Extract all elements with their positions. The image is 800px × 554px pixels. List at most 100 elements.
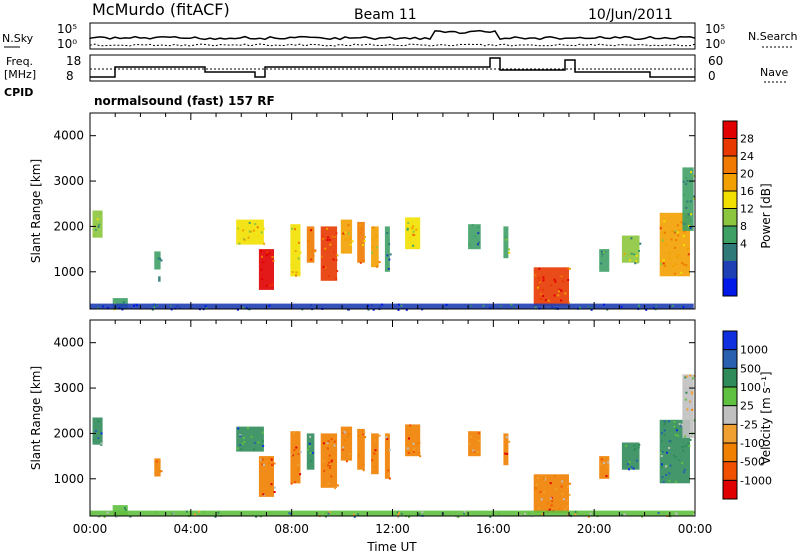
power-speckle (268, 284, 271, 287)
power-colorbar-tick-label-2: 20 (740, 168, 754, 181)
velocity-speckle (549, 497, 552, 500)
velocity-speckle (684, 445, 687, 448)
nsky-label: N.Sky (2, 32, 34, 45)
velocity-speckle (470, 435, 472, 438)
power-speckle (668, 252, 671, 255)
power-speckle (567, 301, 570, 304)
velocity-speckle (357, 435, 360, 438)
power-speckle (297, 241, 300, 244)
velocity-speckle (347, 433, 350, 436)
power-speckle (155, 304, 158, 307)
velocity-speckle (262, 445, 265, 447)
velocity-speckle (194, 513, 197, 516)
velocity-speckle (674, 433, 677, 436)
velocity-speckle (123, 507, 126, 509)
velocity-speckle (674, 456, 677, 459)
velocity-speckle (198, 510, 201, 513)
power-speckle (322, 237, 325, 240)
velocity-speckle (681, 446, 684, 448)
velocity-speckle (660, 465, 663, 468)
velocity-speckle (299, 473, 302, 476)
power-speckle (134, 303, 137, 306)
power-patch-18 (621, 235, 640, 263)
x-tick-label-2: 08:00 (274, 522, 309, 536)
power-speckle (652, 307, 655, 310)
velocity-speckle (330, 460, 333, 463)
power-ylabel: Slant Range [km] (29, 159, 43, 263)
power-speckle (668, 257, 671, 260)
velocity-speckle (269, 457, 272, 460)
freq-label-1: Freq. (6, 55, 33, 68)
velocity-speckle (682, 412, 685, 415)
velocity-speckle (299, 451, 302, 454)
velocity-speckle (239, 434, 242, 437)
cpid-text: normalsound (fast) 157 RF (94, 94, 275, 108)
velocity-speckle (691, 392, 694, 395)
velocity-speckle (538, 507, 540, 510)
power-speckle (375, 235, 378, 238)
power-speckle (677, 234, 680, 237)
freq-label-2: [MHz] (4, 68, 36, 81)
velocity-speckle (661, 476, 664, 479)
velocity-speckle (260, 458, 263, 461)
velocity-speckle (409, 424, 412, 427)
velocity-speckle (576, 511, 579, 514)
velocity-speckle (566, 505, 569, 508)
power-speckle (558, 288, 561, 291)
velocity-speckle (243, 437, 245, 440)
power-speckle (601, 250, 603, 253)
x-tick-label-0: 00:00 (73, 522, 108, 536)
power-speckle (359, 231, 362, 234)
power-speckle (513, 306, 516, 309)
velocity-speckle (681, 423, 684, 426)
power-speckle (635, 260, 638, 263)
velocity-speckle (353, 515, 356, 518)
velocity-speckle (663, 434, 666, 437)
velocity-speckle (267, 462, 270, 465)
velocity-speckle (385, 434, 388, 437)
power-speckle (242, 306, 245, 309)
power-speckle (560, 289, 563, 292)
velocity-patch-15 (533, 474, 569, 513)
power-speckle (265, 252, 268, 255)
velocity-speckle (664, 422, 667, 424)
power-colorbar-swatch-8 (723, 261, 737, 279)
velocity-ylabel: Slant Range [km] (29, 366, 43, 470)
velocity-speckle (171, 512, 173, 515)
velocity-speckle (689, 438, 692, 441)
power-speckle (293, 225, 296, 228)
velocity-speckle (273, 462, 276, 465)
velocity-speckle (247, 426, 249, 429)
velocity-speckle (508, 440, 511, 443)
power-speckle (638, 306, 641, 309)
velocity-speckle (322, 442, 325, 445)
power-speckle (678, 229, 681, 231)
velocity-speckle (324, 511, 327, 514)
velocity-panel-bg (90, 320, 695, 516)
velocity-speckle (663, 429, 666, 432)
velocity-speckle (562, 498, 565, 501)
velocity-speckle (345, 460, 348, 463)
velocity-speckle (288, 512, 291, 515)
power-speckle (324, 266, 327, 269)
power-speckle (671, 265, 674, 268)
power-speckle (271, 256, 274, 258)
beam-title: Beam 11 (354, 7, 417, 23)
velocity-speckle (690, 400, 693, 403)
power-speckle (236, 308, 239, 311)
power-speckle (106, 306, 109, 309)
velocity-speckle (308, 445, 311, 448)
velocity-colorbar-swatch-7 (723, 461, 737, 481)
velocity-speckle (236, 447, 239, 450)
power-speckle (682, 306, 685, 309)
velocity-speckle (326, 447, 329, 450)
power-speckle (663, 220, 666, 223)
power-speckle (266, 254, 268, 257)
velocity-speckle (668, 440, 671, 443)
power-speckle (97, 306, 99, 309)
velocity-speckle (328, 511, 331, 514)
velocity-patch-5 (290, 431, 301, 484)
x-tick-label-4: 16:00 (476, 522, 511, 536)
velocity-speckle (308, 442, 311, 445)
power-colorbar-swatch-6 (723, 226, 737, 244)
